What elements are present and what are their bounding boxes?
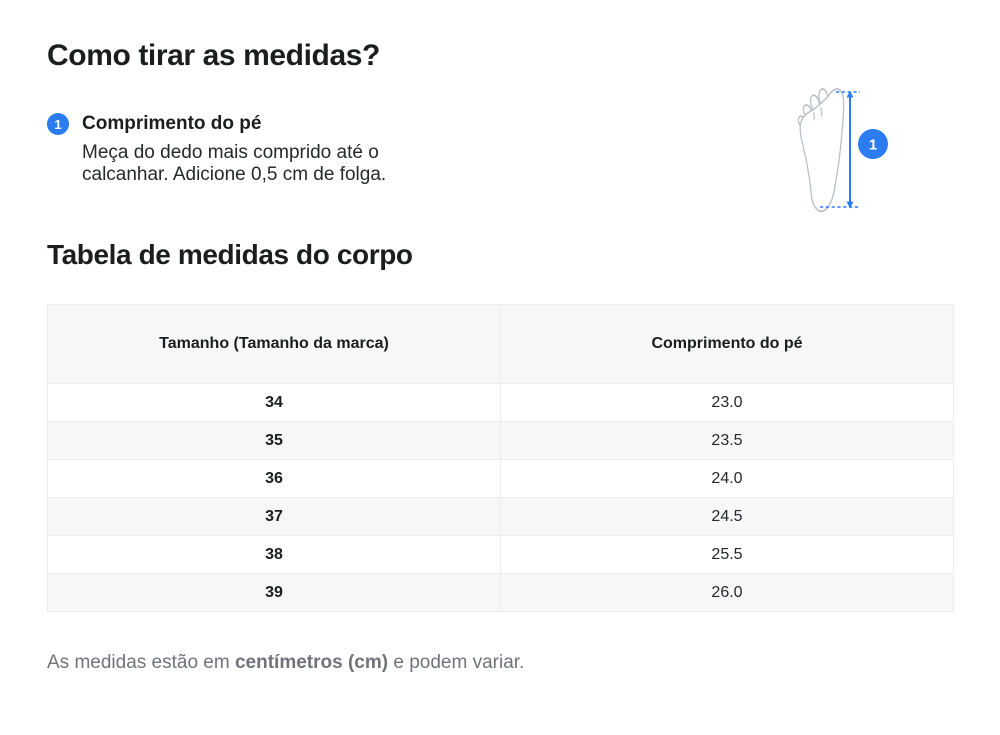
footnote: As medidas estão em centímetros (cm) e p…	[47, 651, 954, 675]
table-row: 38 25.5	[47, 535, 954, 575]
diagram-marker-number: 1	[869, 137, 877, 154]
table-row: 35 23.5	[47, 421, 954, 461]
foot-outline-icon: 1	[797, 88, 888, 213]
table-header-size: Tamanho (Tamanho da marca)	[47, 304, 501, 385]
footnote-units: centímetros (cm)	[234, 652, 389, 674]
size-table-header: Tamanho (Tamanho da marca) Comprimento d…	[47, 304, 954, 385]
length-cell: 24.0	[500, 459, 954, 499]
diagram-marker: 1	[858, 129, 888, 159]
length-cell: 23.5	[500, 421, 954, 461]
table-row: 39 26.0	[47, 573, 954, 613]
step-number: 1	[54, 116, 62, 132]
table-row: 37 24.5	[47, 497, 954, 537]
table-header-foot-length: Comprimento do pé	[500, 304, 954, 385]
foot-measurement-diagram: 1	[780, 85, 895, 220]
size-cell: 37	[47, 497, 501, 537]
section-title: Tabela de medidas do corpo	[47, 239, 413, 270]
size-cell: 38	[47, 535, 501, 575]
step-description: Meça do dedo mais comprido até o calcanh…	[82, 142, 386, 185]
measure-arrow-icon	[820, 91, 860, 208]
step-1-badge: 1	[47, 113, 69, 135]
length-cell: 25.5	[500, 535, 954, 575]
measure-instruction-item: 1 Comprimento do pé Meça do dedo mais co…	[47, 112, 477, 185]
footnote-suffix: e podem variar.	[388, 652, 525, 674]
size-table: Tamanho (Tamanho da marca) Comprimento d…	[47, 304, 954, 613]
size-cell: 36	[47, 459, 501, 499]
size-cell: 34	[47, 383, 501, 423]
table-row: 34 23.0	[47, 383, 954, 423]
step-description-line2: calcanhar. Adicione 0,5 cm de folga.	[82, 163, 387, 185]
length-cell: 24.5	[500, 497, 954, 537]
length-cell: 23.0	[500, 383, 954, 423]
step-description-line1: Meça do dedo mais comprido até o	[82, 142, 379, 163]
footnote-prefix: As medidas estão em	[47, 652, 235, 674]
size-cell: 39	[47, 573, 501, 613]
length-cell: 26.0	[500, 573, 954, 613]
step-title: Comprimento do pé	[82, 113, 262, 134]
page-title: Como tirar as medidas?	[47, 39, 380, 72]
table-row: 36 24.0	[47, 459, 954, 499]
step-text-block: Comprimento do pé Meça do dedo mais comp…	[82, 112, 386, 185]
size-cell: 35	[47, 421, 501, 461]
